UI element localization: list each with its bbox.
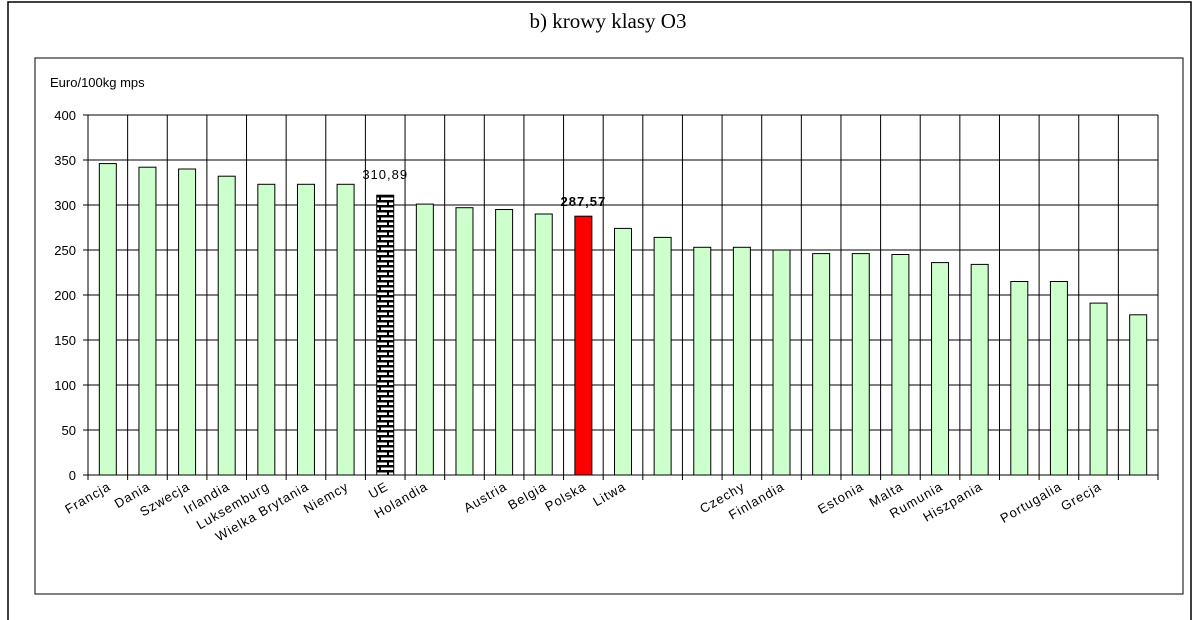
- bar: [495, 209, 514, 476]
- x-tick-label: Polska: [542, 479, 588, 515]
- x-tick-label: Francja: [62, 479, 113, 517]
- value-label: 310,89: [362, 167, 408, 182]
- bar: [931, 262, 950, 476]
- value-label: 287,57: [560, 194, 606, 209]
- bar: [1129, 314, 1148, 476]
- y-tick-label: 300: [54, 198, 76, 213]
- y-tick-label: 100: [54, 378, 76, 393]
- bar: [772, 249, 791, 476]
- bar: [217, 175, 236, 476]
- x-tick-label: Estonia: [815, 479, 866, 517]
- bar: [257, 183, 276, 476]
- bar: [336, 183, 355, 476]
- bar: [138, 166, 157, 476]
- bar: [455, 207, 474, 476]
- bar: [1049, 281, 1068, 476]
- bar: [851, 253, 870, 476]
- bar: [653, 236, 672, 476]
- bar: [1089, 302, 1108, 476]
- frame: [7, 1, 1192, 620]
- bar: [732, 246, 751, 476]
- x-tick-label: Grecja: [1058, 479, 1104, 514]
- y-tick-label: 250: [54, 243, 76, 258]
- y-tick-label: 200: [54, 288, 76, 303]
- x-tick-label: Niemcy: [301, 479, 351, 517]
- y-tick-label: 350: [54, 153, 76, 168]
- y-tick-label: 0: [69, 468, 76, 483]
- bar: [178, 168, 197, 476]
- bar: [376, 194, 395, 476]
- y-tick-label: 50: [62, 423, 76, 438]
- bar: [812, 253, 831, 476]
- bar: [574, 215, 593, 476]
- bar: [1010, 281, 1029, 476]
- y-tick-label: 150: [54, 333, 76, 348]
- bar: [98, 163, 117, 476]
- chart-title: b) krowy klasy O3: [530, 9, 687, 33]
- x-tick-label: Portugalia: [998, 479, 1065, 526]
- bar: [614, 227, 632, 476]
- bar: [970, 263, 989, 476]
- y-tick-label: 400: [54, 108, 76, 123]
- x-tick-label: Litwa: [590, 479, 628, 510]
- bar: [891, 254, 910, 476]
- plot-frame: [34, 57, 1184, 595]
- bar: [534, 213, 553, 476]
- x-tick-label: Belgia: [505, 479, 549, 513]
- bar: [693, 246, 712, 476]
- y-axis-label: Euro/100kg mps: [50, 75, 145, 90]
- bar: [415, 203, 434, 476]
- bar: [296, 183, 315, 476]
- x-tick-label: Austria: [461, 479, 510, 516]
